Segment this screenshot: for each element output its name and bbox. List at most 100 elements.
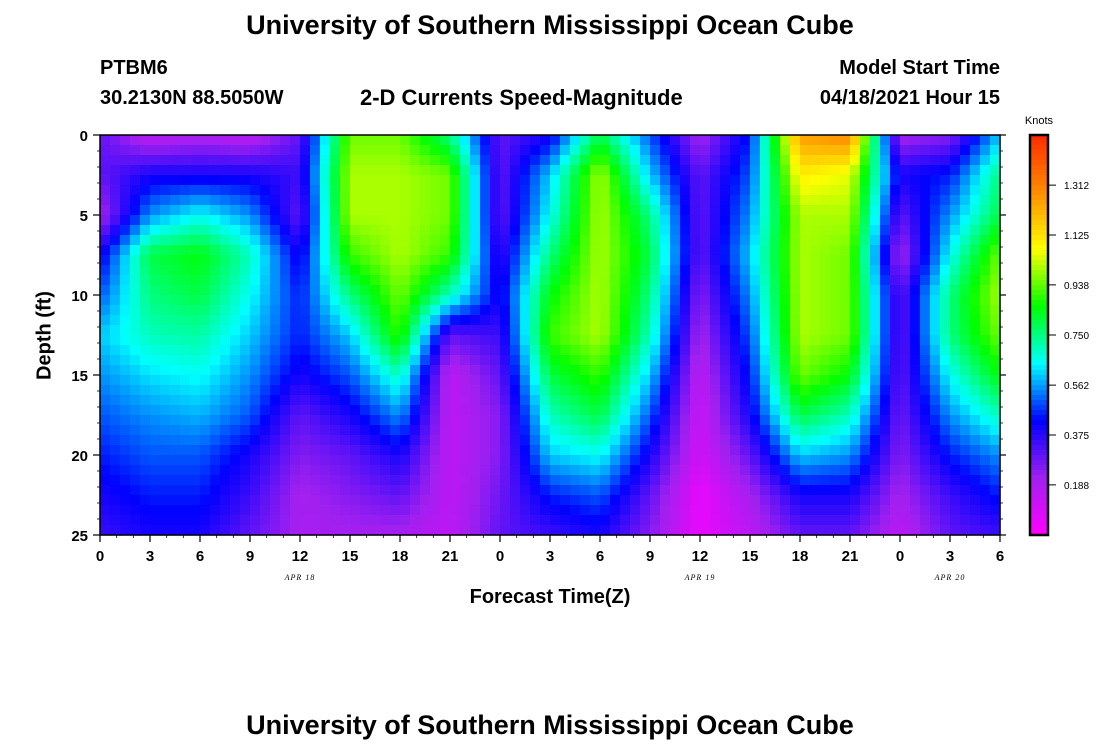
heatmap-cell — [520, 135, 531, 146]
heatmap-cell — [960, 265, 971, 276]
heatmap-cell — [500, 505, 511, 516]
heatmap-cell — [970, 305, 981, 316]
heatmap-cell — [570, 315, 581, 326]
heatmap-cell — [150, 255, 161, 266]
heatmap-cell — [230, 275, 241, 286]
heatmap-cell — [580, 355, 591, 366]
heatmap-cell — [140, 135, 151, 146]
heatmap-cell — [600, 505, 611, 516]
heatmap-cell — [620, 445, 631, 456]
heatmap-cell — [250, 345, 261, 356]
heatmap-cell — [220, 175, 231, 186]
heatmap-cell — [910, 145, 921, 156]
heatmap-cell — [630, 315, 641, 326]
heatmap-cell — [210, 235, 221, 246]
heatmap-cell — [260, 495, 271, 506]
heatmap-cell — [950, 145, 961, 156]
heatmap-cell — [620, 305, 631, 316]
heatmap-cell — [750, 175, 761, 186]
colorbar-swatch — [1030, 140, 1048, 146]
heatmap-cell — [430, 195, 441, 206]
heatmap-cell — [990, 335, 1001, 346]
heatmap-cell — [110, 405, 121, 416]
heatmap-cell — [790, 405, 801, 416]
heatmap-cell — [290, 335, 301, 346]
heatmap-cell — [760, 205, 771, 216]
heatmap-cell — [970, 475, 981, 486]
heatmap-cell — [110, 485, 121, 496]
heatmap-cell — [660, 275, 671, 286]
heatmap-cell — [450, 425, 461, 436]
heatmap-cell — [560, 335, 571, 346]
heatmap-cell — [570, 145, 581, 156]
heatmap-cell — [210, 485, 221, 496]
heatmap-cell — [680, 235, 691, 246]
heatmap-cell — [250, 325, 261, 336]
heatmap-cell — [190, 395, 201, 406]
heatmap-cell — [280, 325, 291, 336]
heatmap-cell — [610, 245, 621, 256]
heatmap-cell — [480, 365, 491, 376]
heatmap-cell — [770, 395, 781, 406]
heatmap-cell — [430, 425, 441, 436]
heatmap-cell — [760, 185, 771, 196]
heatmap-cell — [840, 175, 851, 186]
heatmap-cell — [410, 525, 421, 536]
heatmap-cell — [480, 455, 491, 466]
heatmap-cell — [160, 175, 171, 186]
heatmap-cell — [470, 375, 481, 386]
heatmap-cell — [310, 445, 321, 456]
heatmap-cell — [450, 145, 461, 156]
heatmap-cell — [290, 415, 301, 426]
heatmap-cell — [390, 415, 401, 426]
x-tick-label: 12 — [292, 548, 309, 565]
heatmap-cell — [610, 445, 621, 456]
heatmap-cell — [970, 285, 981, 296]
heatmap-cell — [270, 355, 281, 366]
heatmap-cell — [840, 265, 851, 276]
heatmap-cell — [890, 275, 901, 286]
heatmap-cell — [370, 345, 381, 356]
heatmap-cell — [730, 245, 741, 256]
heatmap-cell — [550, 405, 561, 416]
heatmap-cell — [720, 505, 731, 516]
heatmap-cell — [400, 275, 411, 286]
heatmap-cell — [570, 455, 581, 466]
heatmap-cell — [160, 275, 171, 286]
heatmap-cell — [550, 475, 561, 486]
heatmap-cell — [420, 145, 431, 156]
heatmap-cell — [850, 245, 861, 256]
heatmap-cell — [650, 435, 661, 446]
heatmap-cell — [820, 385, 831, 396]
heatmap-cell — [830, 515, 841, 526]
heatmap-cell — [150, 185, 161, 196]
heatmap-cell — [220, 425, 231, 436]
heatmap-cell — [780, 475, 791, 486]
heatmap-cell — [770, 225, 781, 236]
heatmap-cell — [760, 385, 771, 396]
heatmap-cell — [150, 465, 161, 476]
heatmap-cell — [980, 455, 991, 466]
heatmap-cell — [530, 265, 541, 276]
heatmap-cell — [700, 515, 711, 526]
colorbar-swatch — [1030, 295, 1048, 301]
heatmap-cell — [250, 455, 261, 466]
heatmap-cell — [570, 365, 581, 376]
heatmap-cell — [730, 475, 741, 486]
heatmap-cell — [240, 425, 251, 436]
heatmap-cell — [860, 255, 871, 266]
heatmap-cell — [310, 275, 321, 286]
heatmap-cell — [680, 505, 691, 516]
heatmap-cell — [830, 465, 841, 476]
heatmap-cell — [880, 185, 891, 196]
heatmap-cell — [900, 525, 911, 536]
heatmap-cell — [650, 135, 661, 146]
heatmap-cell — [490, 355, 501, 366]
heatmap-cell — [650, 345, 661, 356]
heatmap-cell — [740, 335, 751, 346]
heatmap-cell — [850, 485, 861, 496]
heatmap-cell — [560, 215, 571, 226]
heatmap-cell — [970, 185, 981, 196]
heatmap-cell — [950, 135, 961, 146]
heatmap-cell — [230, 445, 241, 456]
